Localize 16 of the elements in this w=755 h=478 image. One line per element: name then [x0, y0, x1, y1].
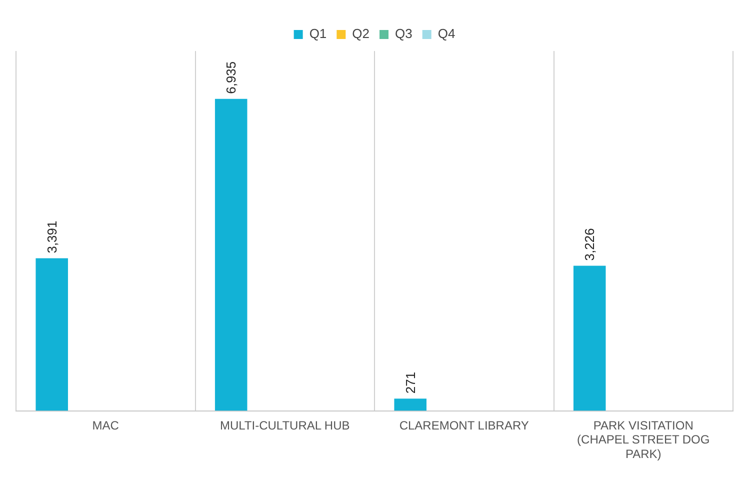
legend-label: Q4 [438, 26, 456, 42]
x-tick-label: MULTI-CULTURAL HUB [220, 418, 350, 432]
data-label: 3,226 [582, 228, 598, 261]
x-tick-label: PARK VISITATION (CHAPEL STREET DOG PARK) [577, 418, 710, 462]
x-tick-label: CLAREMONT LIBRARY [399, 418, 529, 432]
x-tick-label: MAC [92, 418, 120, 432]
legend-label: Q1 [309, 26, 327, 42]
bar [394, 398, 426, 411]
legend-label: Q2 [352, 26, 370, 42]
bar [573, 266, 606, 411]
bar [214, 98, 248, 411]
data-label: 3,391 [44, 220, 60, 254]
legend-label: Q3 [395, 26, 412, 42]
data-label: 271 [402, 372, 418, 394]
bar [36, 258, 68, 411]
data-label: 6,935 [224, 61, 239, 94]
